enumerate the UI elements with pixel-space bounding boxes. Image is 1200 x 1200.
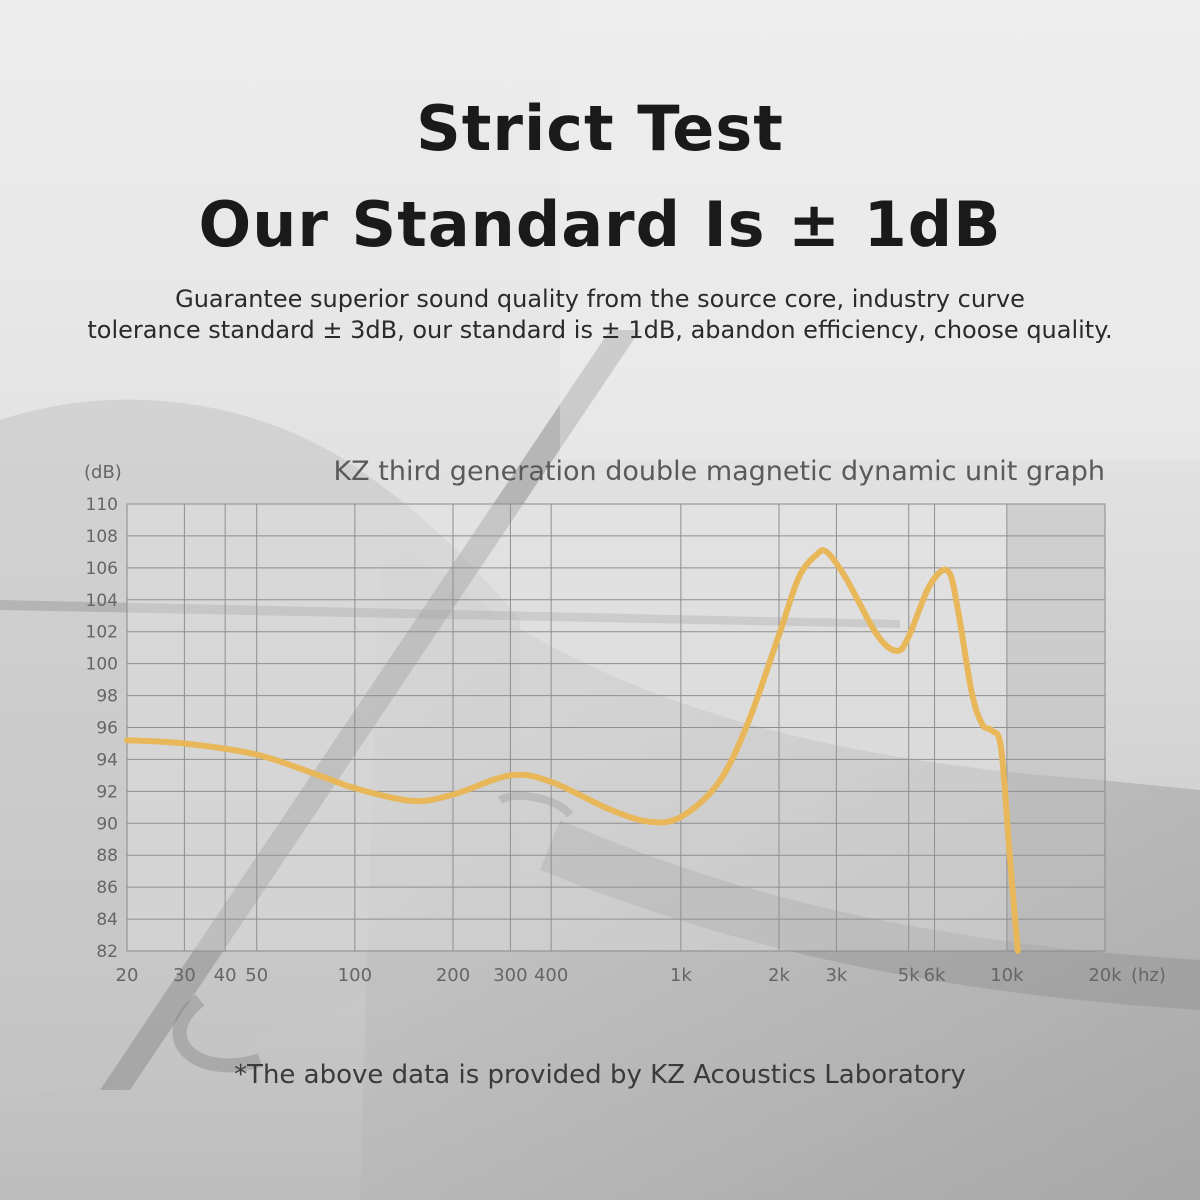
x-axis-unit-label: (hz) [1131,965,1166,986]
y-tick-label: 84 [96,910,118,930]
y-tick-label: 110 [86,495,118,515]
x-tick-label: 200 [436,965,470,986]
y-tick-label: 106 [86,559,118,579]
y-axis-unit-label: (dB) [84,462,122,483]
page-title-line-1: Strict Test [416,92,784,165]
x-tick-label: 50 [245,965,268,986]
y-tick-label: 92 [96,782,118,802]
y-tick-label: 108 [86,527,118,547]
x-tick-label: 100 [338,965,372,986]
y-tick-label: 88 [96,846,118,866]
y-tick-label: 86 [96,878,118,898]
x-tick-label: 5k [898,965,920,986]
x-tick-label: 10k [990,965,1024,986]
x-tick-label: 20k [1088,965,1122,986]
y-tick-label: 102 [86,623,118,643]
frequency-response-chart: 82 84 86 88 90 92 94 96 98 100 102 104 106 108 110 20 30… [84,456,1166,986]
y-tick-label: 94 [96,750,118,770]
subtitle-line-2: tolerance standard ± 3dB, our standard i… [87,316,1113,344]
y-tick-label: 104 [86,591,118,611]
y-tick-label: 82 [96,942,118,962]
y-tick-label: 98 [96,687,118,707]
x-tick-label: 6k [924,965,946,986]
x-tick-label: 40 [214,965,237,986]
subtitle-line-1: Guarantee superior sound quality from th… [175,285,1025,313]
x-tick-label: 20 [116,965,139,986]
y-tick-label: 100 [86,655,118,675]
page-title-line-2: Our Standard Is ± 1dB [198,188,1002,261]
x-tick-label: 1k [670,965,692,986]
y-tick-label: 96 [96,719,118,739]
data-source-footnote: *The above data is provided by KZ Acoust… [234,1060,966,1090]
y-tick-label: 90 [96,814,118,834]
x-tick-label: 300 [493,965,527,986]
x-tick-label: 3k [825,965,847,986]
frequency-response-line [124,547,1021,954]
x-tick-label: 2k [768,965,790,986]
plot-border [126,503,1106,952]
x-tick-label: 30 [173,965,196,986]
x-tick-label: 400 [534,965,568,986]
chart-title: KZ third generation double magnetic dyna… [333,456,1105,487]
